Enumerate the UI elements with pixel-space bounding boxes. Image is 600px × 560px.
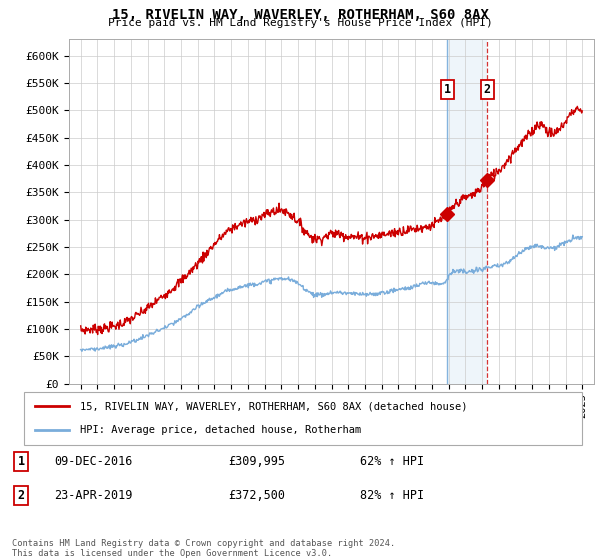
Text: 1: 1 [17, 455, 25, 468]
Text: 82% ↑ HPI: 82% ↑ HPI [360, 489, 424, 502]
Bar [447, 39, 487, 384]
Text: Price paid vs. HM Land Registry's House Price Index (HPI): Price paid vs. HM Land Registry's House … [107, 18, 493, 29]
Text: HPI: Average price, detached house, Rotherham: HPI: Average price, detached house, Roth… [80, 425, 361, 435]
Text: 62% ↑ HPI: 62% ↑ HPI [360, 455, 424, 468]
Text: 09-DEC-2016: 09-DEC-2016 [54, 455, 133, 468]
Text: £372,500: £372,500 [228, 489, 285, 502]
Text: 2: 2 [484, 83, 491, 96]
Text: 23-APR-2019: 23-APR-2019 [54, 489, 133, 502]
Text: £309,995: £309,995 [228, 455, 285, 468]
Text: 2: 2 [17, 489, 25, 502]
FancyBboxPatch shape [24, 392, 582, 445]
Text: 15, RIVELIN WAY, WAVERLEY, ROTHERHAM, S60 8AX: 15, RIVELIN WAY, WAVERLEY, ROTHERHAM, S6… [112, 8, 488, 22]
Text: 1: 1 [443, 83, 451, 96]
Text: 15, RIVELIN WAY, WAVERLEY, ROTHERHAM, S60 8AX (detached house): 15, RIVELIN WAY, WAVERLEY, ROTHERHAM, S6… [80, 402, 467, 412]
Text: Contains HM Land Registry data © Crown copyright and database right 2024.
This d: Contains HM Land Registry data © Crown c… [12, 539, 395, 558]
